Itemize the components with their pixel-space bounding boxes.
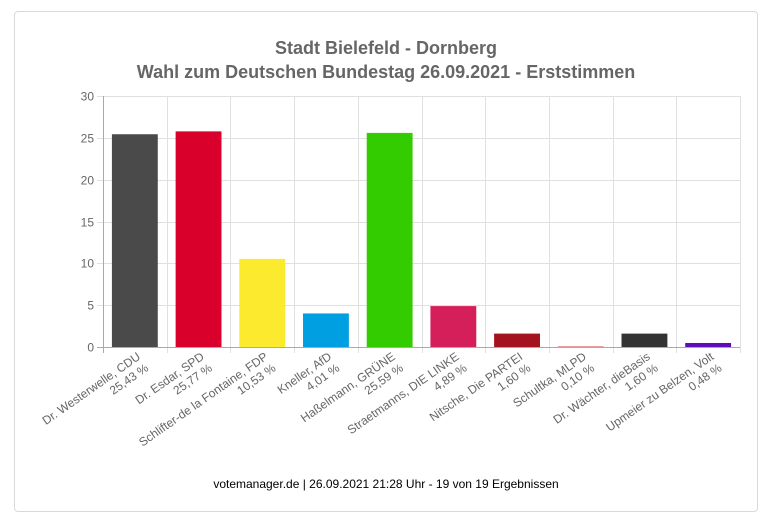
- y-tick-label: 5: [87, 299, 94, 313]
- bar: [621, 333, 668, 347]
- y-tick-label: 20: [81, 174, 95, 188]
- category-name: Upmeier zu Belzen, Volt: [603, 349, 716, 434]
- y-tick-label: 0: [87, 341, 94, 355]
- y-tick-label: 25: [81, 132, 95, 146]
- category-name: Straetmanns, DIE LINKE: [345, 349, 462, 437]
- y-tick-label: 10: [81, 257, 95, 271]
- bar: [685, 342, 732, 347]
- bar: [366, 132, 413, 347]
- bar: [557, 346, 604, 348]
- y-tick-label: 15: [81, 216, 95, 230]
- bar: [175, 131, 222, 347]
- chart-subtitle: Wahl zum Deutschen Bundestag 26.09.2021 …: [136, 62, 636, 82]
- footer-source: votemanager.de | 26.09.2021 21:28 Uhr - …: [213, 477, 559, 491]
- bar: [430, 306, 477, 347]
- bar: [303, 313, 349, 347]
- bar: [111, 134, 158, 347]
- chart-title: Stadt Bielefeld - Dornberg: [274, 38, 498, 58]
- y-tick-label: 30: [81, 90, 95, 104]
- bar: [239, 258, 286, 347]
- axes: 0 5 10 15 20 25 30: [81, 90, 740, 355]
- bars: [111, 131, 732, 348]
- bar: [494, 333, 540, 347]
